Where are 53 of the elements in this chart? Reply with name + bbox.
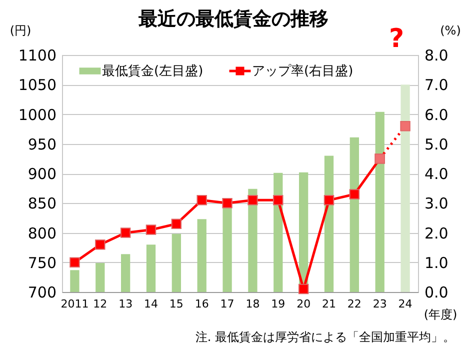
y2-tick-label: 8.0 (424, 46, 448, 64)
x-tick-label: 23 (372, 298, 387, 310)
text: ? (389, 24, 404, 54)
text: 注. 最低賃金は厚労省による「全国加重平均」。 (195, 329, 455, 346)
point (400, 120, 410, 132)
y-tick-label: 1100 (18, 46, 56, 64)
y2-axis-title: (%) (440, 24, 461, 38)
legend-label: 最低賃金(左目盛) (102, 64, 204, 79)
y-tick-label: 950 (28, 135, 56, 154)
x-tick-label: 18 (246, 298, 260, 310)
y-tick-label: 1000 (18, 106, 56, 124)
point (95, 239, 106, 250)
point (120, 228, 131, 238)
y2-tick-label: 6.0 (424, 106, 448, 124)
x-tick-label: 19 (271, 298, 286, 310)
x-tick-label: 16 (194, 298, 209, 310)
point (298, 284, 309, 294)
x-tick-label: 22 (347, 298, 362, 310)
point (196, 195, 207, 206)
x-tick-label: 12 (93, 298, 108, 310)
point (70, 257, 80, 268)
point (146, 224, 156, 235)
y-tick-label: 1050 (18, 76, 56, 94)
x-tick-label: 24 (398, 298, 412, 310)
x-tick-label: 17 (220, 298, 234, 310)
point (273, 195, 284, 206)
y-axis-title: (円) (10, 24, 32, 38)
point (248, 195, 258, 206)
point (324, 195, 334, 206)
y2-tick-label: 4.0 (424, 165, 448, 183)
y2-tick-label: 0.0 (424, 284, 448, 302)
y-tick-label: 850 (28, 194, 56, 213)
y-tick-label: 900 (28, 165, 56, 183)
y2-tick-label: 3.0 (424, 194, 448, 213)
y2-tick-label: 2.0 (424, 224, 448, 242)
y-tick-label: 750 (28, 254, 56, 272)
point (171, 218, 182, 229)
legend-label: アップ率(右目盛) (252, 63, 354, 79)
x-tick-label: 13 (118, 298, 133, 310)
x-axis-title: (年度) (424, 308, 458, 322)
y2-tick-label: 5.0 (424, 135, 448, 154)
x-tick-label: 20 (296, 298, 311, 310)
chart-title: 最近の最低賃金の推移 (138, 8, 328, 30)
x-tick-label: 15 (169, 298, 184, 310)
y-tick-label: 700 (28, 284, 56, 302)
point (349, 189, 360, 200)
y-tick-label: 800 (28, 224, 56, 242)
y2-tick-label: 7.0 (424, 76, 448, 94)
x-tick-label: 21 (322, 298, 336, 310)
x-tick-label: 14 (144, 298, 158, 310)
y2-tick-label: 1.0 (424, 254, 448, 272)
x-tick-label: 2011 (60, 298, 89, 310)
point (222, 198, 232, 208)
